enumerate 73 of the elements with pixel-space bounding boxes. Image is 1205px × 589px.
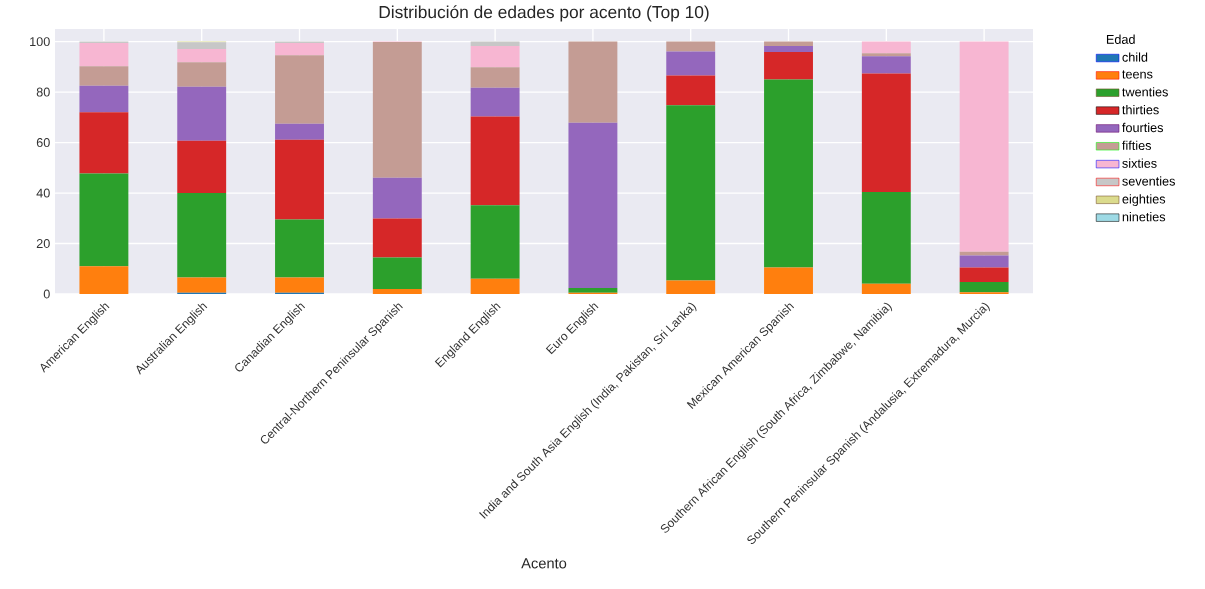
y-tick-label: 60 [36, 138, 50, 148]
y-tick-label: 20 [36, 239, 50, 249]
bar [177, 193, 227, 278]
bar [275, 42, 324, 56]
y-tick-label: 40 [36, 188, 50, 198]
legend-label: fourties [1122, 122, 1164, 133]
bar [372, 177, 422, 219]
bar [79, 42, 129, 67]
bar [568, 41, 618, 123]
bar [861, 56, 911, 74]
legend-label: twenties [1122, 87, 1168, 97]
bar [275, 219, 324, 278]
legend-label: seventies [1122, 176, 1175, 186]
bar [275, 277, 324, 293]
legend-label: sixties [1122, 158, 1157, 168]
bar [861, 192, 911, 284]
bar [79, 66, 129, 86]
bar [470, 116, 520, 206]
bar [666, 75, 716, 106]
bar [764, 79, 813, 268]
bar [764, 267, 813, 294]
bar [275, 123, 324, 140]
legend-label: nineties [1122, 212, 1166, 222]
legend-title: Edad [1106, 34, 1135, 44]
bar [79, 266, 129, 294]
bar [79, 85, 129, 113]
bar [764, 45, 813, 52]
bar [959, 267, 1009, 282]
bar [470, 205, 520, 279]
y-tick-label: 0 [43, 289, 50, 299]
bar [177, 140, 227, 194]
bar [861, 73, 911, 193]
bar [959, 255, 1009, 268]
bar [470, 278, 520, 294]
bar [177, 277, 227, 293]
bar [666, 105, 716, 281]
legend-label: thirties [1122, 104, 1159, 115]
bar [861, 41, 911, 54]
x-axis-title: Acento [521, 558, 567, 569]
bar [470, 45, 520, 68]
bar [470, 87, 520, 117]
bar [470, 41, 520, 46]
bar [79, 173, 129, 267]
legend-label: child [1122, 52, 1148, 62]
bar [177, 62, 227, 87]
bar [764, 41, 813, 46]
bar [79, 112, 129, 174]
bar [372, 257, 422, 289]
bar [959, 281, 1009, 293]
bar [861, 53, 911, 57]
bar [177, 48, 227, 63]
bar [177, 42, 227, 49]
legend-label: eighties [1122, 194, 1166, 207]
bar [666, 280, 716, 294]
bar [177, 86, 227, 141]
bar [470, 67, 520, 88]
legend-label: teens [1122, 70, 1153, 79]
y-tick-label: 100 [30, 37, 50, 47]
bar [372, 218, 422, 258]
y-tick-label: 80 [36, 87, 50, 97]
bar [666, 41, 716, 52]
legend-label: fifties [1122, 140, 1152, 150]
bar [959, 41, 1009, 252]
bar [275, 55, 324, 124]
chart-title: Distribución de edades por acento (Top 10) [379, 5, 709, 22]
bar [372, 42, 422, 178]
bar [372, 288, 422, 294]
bar [568, 122, 618, 288]
bar [568, 287, 618, 293]
bar [666, 51, 716, 76]
bar [764, 51, 813, 80]
bar [275, 139, 324, 220]
bar [861, 283, 911, 294]
